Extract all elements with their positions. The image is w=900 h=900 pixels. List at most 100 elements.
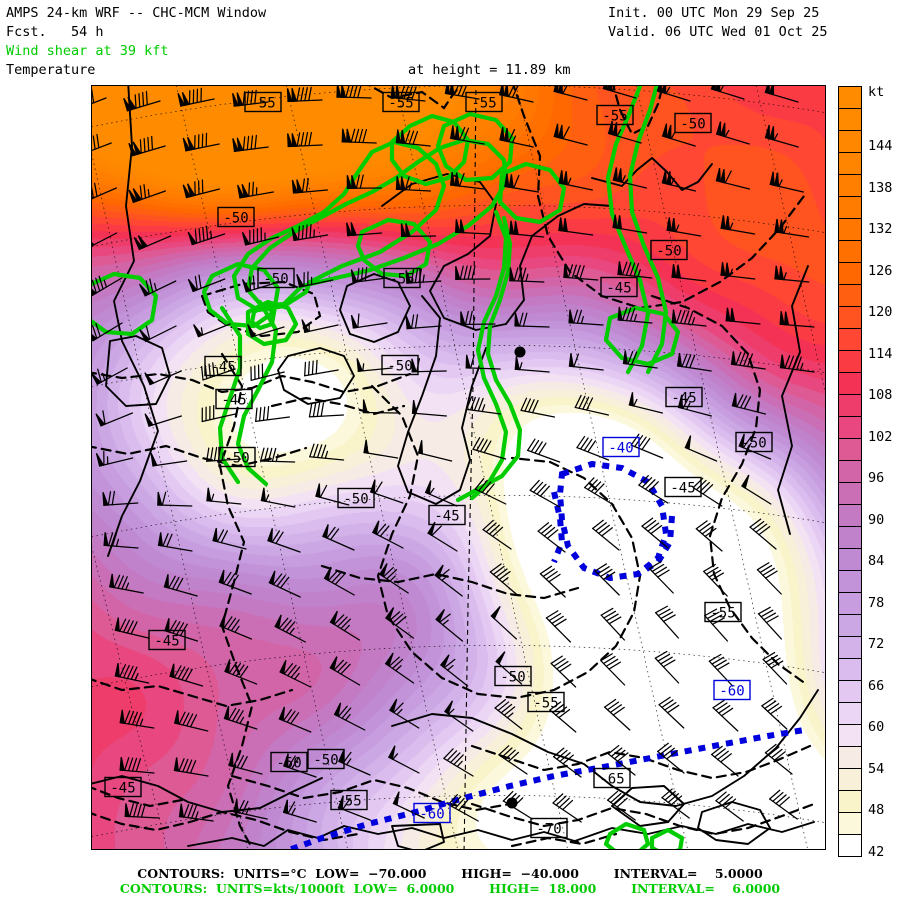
contour-label: -70 xyxy=(536,822,561,838)
contour-label: -50 xyxy=(313,753,338,769)
contour-label: -60 xyxy=(719,684,744,700)
contour-label: -65 xyxy=(599,772,624,788)
colorbar-tick-label: 108 xyxy=(868,387,893,403)
wind-barbs xyxy=(92,86,815,823)
contour-label: -45 xyxy=(154,634,179,650)
colorbar-cell xyxy=(838,658,862,681)
wind-shear-contours xyxy=(92,86,685,849)
colorbar-cell xyxy=(838,86,862,109)
colorbar-cell xyxy=(838,130,862,153)
contour-label: -45 xyxy=(606,281,631,297)
colorbar-tick-label: 102 xyxy=(868,428,893,445)
contour-label: -50 xyxy=(343,492,368,508)
colorbar-tick-label: 120 xyxy=(868,304,893,320)
contour-label: -50 xyxy=(224,451,249,467)
colorbar-cell xyxy=(838,438,862,461)
shear-field-label: Wind shear at 39 kft xyxy=(6,43,169,59)
model-title: AMPS 24-km WRF -- CHC-MCM Window xyxy=(6,5,267,21)
colorbar-cell xyxy=(838,306,862,329)
contour-label: -55 xyxy=(388,96,413,112)
colorbar-tick-label: 90 xyxy=(868,511,885,528)
shear-magnitude-shading xyxy=(92,86,825,849)
colorbar-cell xyxy=(838,372,862,395)
colorbar-cell xyxy=(838,504,862,527)
contour-label: -55 xyxy=(533,696,558,712)
contour-label: -55 xyxy=(710,606,735,622)
colorbar-cell xyxy=(838,218,862,241)
colorbar-tick-label: 60 xyxy=(868,719,885,735)
contour-label: -50 xyxy=(276,756,301,772)
init-time: Init. 00 UTC Mon 29 Sep 25 xyxy=(608,5,820,21)
colorbar-cell xyxy=(838,416,862,439)
colorbar-cell xyxy=(838,284,862,307)
contour-label: -55 xyxy=(471,96,496,112)
contour-label: -45 xyxy=(210,360,235,376)
colorbar-tick-label: 132 xyxy=(868,221,893,237)
colorbar-cell xyxy=(838,328,862,351)
map-plot-panel[interactable]: -55 -55 -55 -55 -50 -50 -50 -55 -50 -45 -45 -50 -45 -… xyxy=(91,85,826,850)
colorbar-unit-label: kt xyxy=(868,84,885,100)
shear-contour-info: CONTOURS: UNITS=kts/1000ft LOW= 6.0000 H… xyxy=(119,881,781,896)
map-canvas: -55 -55 -55 -55 -50 -50 -50 -55 -50 -45 -45 -50 -45 -… xyxy=(92,86,825,849)
colorbar-tick-label: 144 xyxy=(868,138,893,154)
colorbar-cell xyxy=(838,746,862,769)
colorbar-cell xyxy=(838,724,862,747)
contour-label: -50 xyxy=(680,117,705,133)
contour-label: -45 xyxy=(434,509,459,525)
contour-label: -55 xyxy=(389,272,414,288)
colorbar-cell xyxy=(838,702,862,725)
colorbar[interactable] xyxy=(838,86,862,857)
contour-label: -45 xyxy=(110,781,135,797)
contour-label: -55 xyxy=(336,794,361,810)
contour-label: -50 xyxy=(656,244,681,260)
colorbar-cell xyxy=(838,636,862,659)
warm-temperature-contours xyxy=(282,460,805,849)
contour-label: -45 xyxy=(671,391,696,407)
contour-label: -50 xyxy=(741,436,766,452)
height-label: at height = 11.89 km xyxy=(408,62,571,78)
colorbar-tick-label: 126 xyxy=(868,262,893,279)
colorbar-tick-label: 54 xyxy=(868,760,885,777)
colorbar-cell xyxy=(838,570,862,593)
colorbar-cell xyxy=(838,460,862,483)
colorbar-cell xyxy=(838,240,862,263)
contour-label: -50 xyxy=(223,211,248,227)
colorbar-cell xyxy=(838,768,862,791)
colorbar-cell xyxy=(838,592,862,615)
contour-label: -60 xyxy=(419,807,444,823)
colorbar-cell xyxy=(838,262,862,285)
colorbar-cell xyxy=(838,614,862,637)
colorbar-tick-label: 66 xyxy=(868,677,885,694)
colorbar-cell xyxy=(838,680,862,703)
colorbar-tick-label: 78 xyxy=(868,594,885,611)
colorbar-tick-label: 96 xyxy=(868,470,885,486)
colorbar-cell xyxy=(838,152,862,175)
forecast-hour: Fcst. 54 h xyxy=(6,24,104,40)
colorbar-cell xyxy=(838,350,862,373)
contour-label: -55 xyxy=(250,96,275,112)
contour-label: -50 xyxy=(263,272,288,288)
colorbar-cell xyxy=(838,394,862,417)
colorbar-cell xyxy=(838,790,862,813)
valid-time: Valid. 06 UTC Wed 01 Oct 25 xyxy=(608,24,828,40)
colorbar-tick-label: 114 xyxy=(868,345,893,362)
colorbar-cell xyxy=(838,548,862,571)
temperature-contour-info: CONTOURS: UNITS=°C LOW= −70.000 HIGH= −4… xyxy=(137,866,763,881)
colorbar-cell xyxy=(838,812,862,835)
colorbar-tick-label: 138 xyxy=(868,179,893,196)
colorbar-tick-label: 84 xyxy=(868,553,885,569)
central-meridian xyxy=(463,86,477,849)
colorbar-cell xyxy=(838,108,862,131)
colorbar-tick-label: 48 xyxy=(868,802,885,818)
contour-label: -45 xyxy=(221,393,246,409)
station-marker xyxy=(514,346,526,358)
colorbar-tick-label: 42 xyxy=(868,843,885,860)
colorbar-cell xyxy=(838,482,862,505)
contour-label: -45 xyxy=(670,481,695,497)
contour-label: -55 xyxy=(602,109,627,125)
contour-labels: -55 -55 -55 -55 -50 -50 -50 -55 -50 -45 -45 -50 -45 -… xyxy=(104,91,773,839)
colorbar-cell xyxy=(838,174,862,197)
colorbar-cell xyxy=(838,196,862,219)
colorbar-cell xyxy=(838,834,862,857)
contour-label: -50 xyxy=(500,670,525,686)
